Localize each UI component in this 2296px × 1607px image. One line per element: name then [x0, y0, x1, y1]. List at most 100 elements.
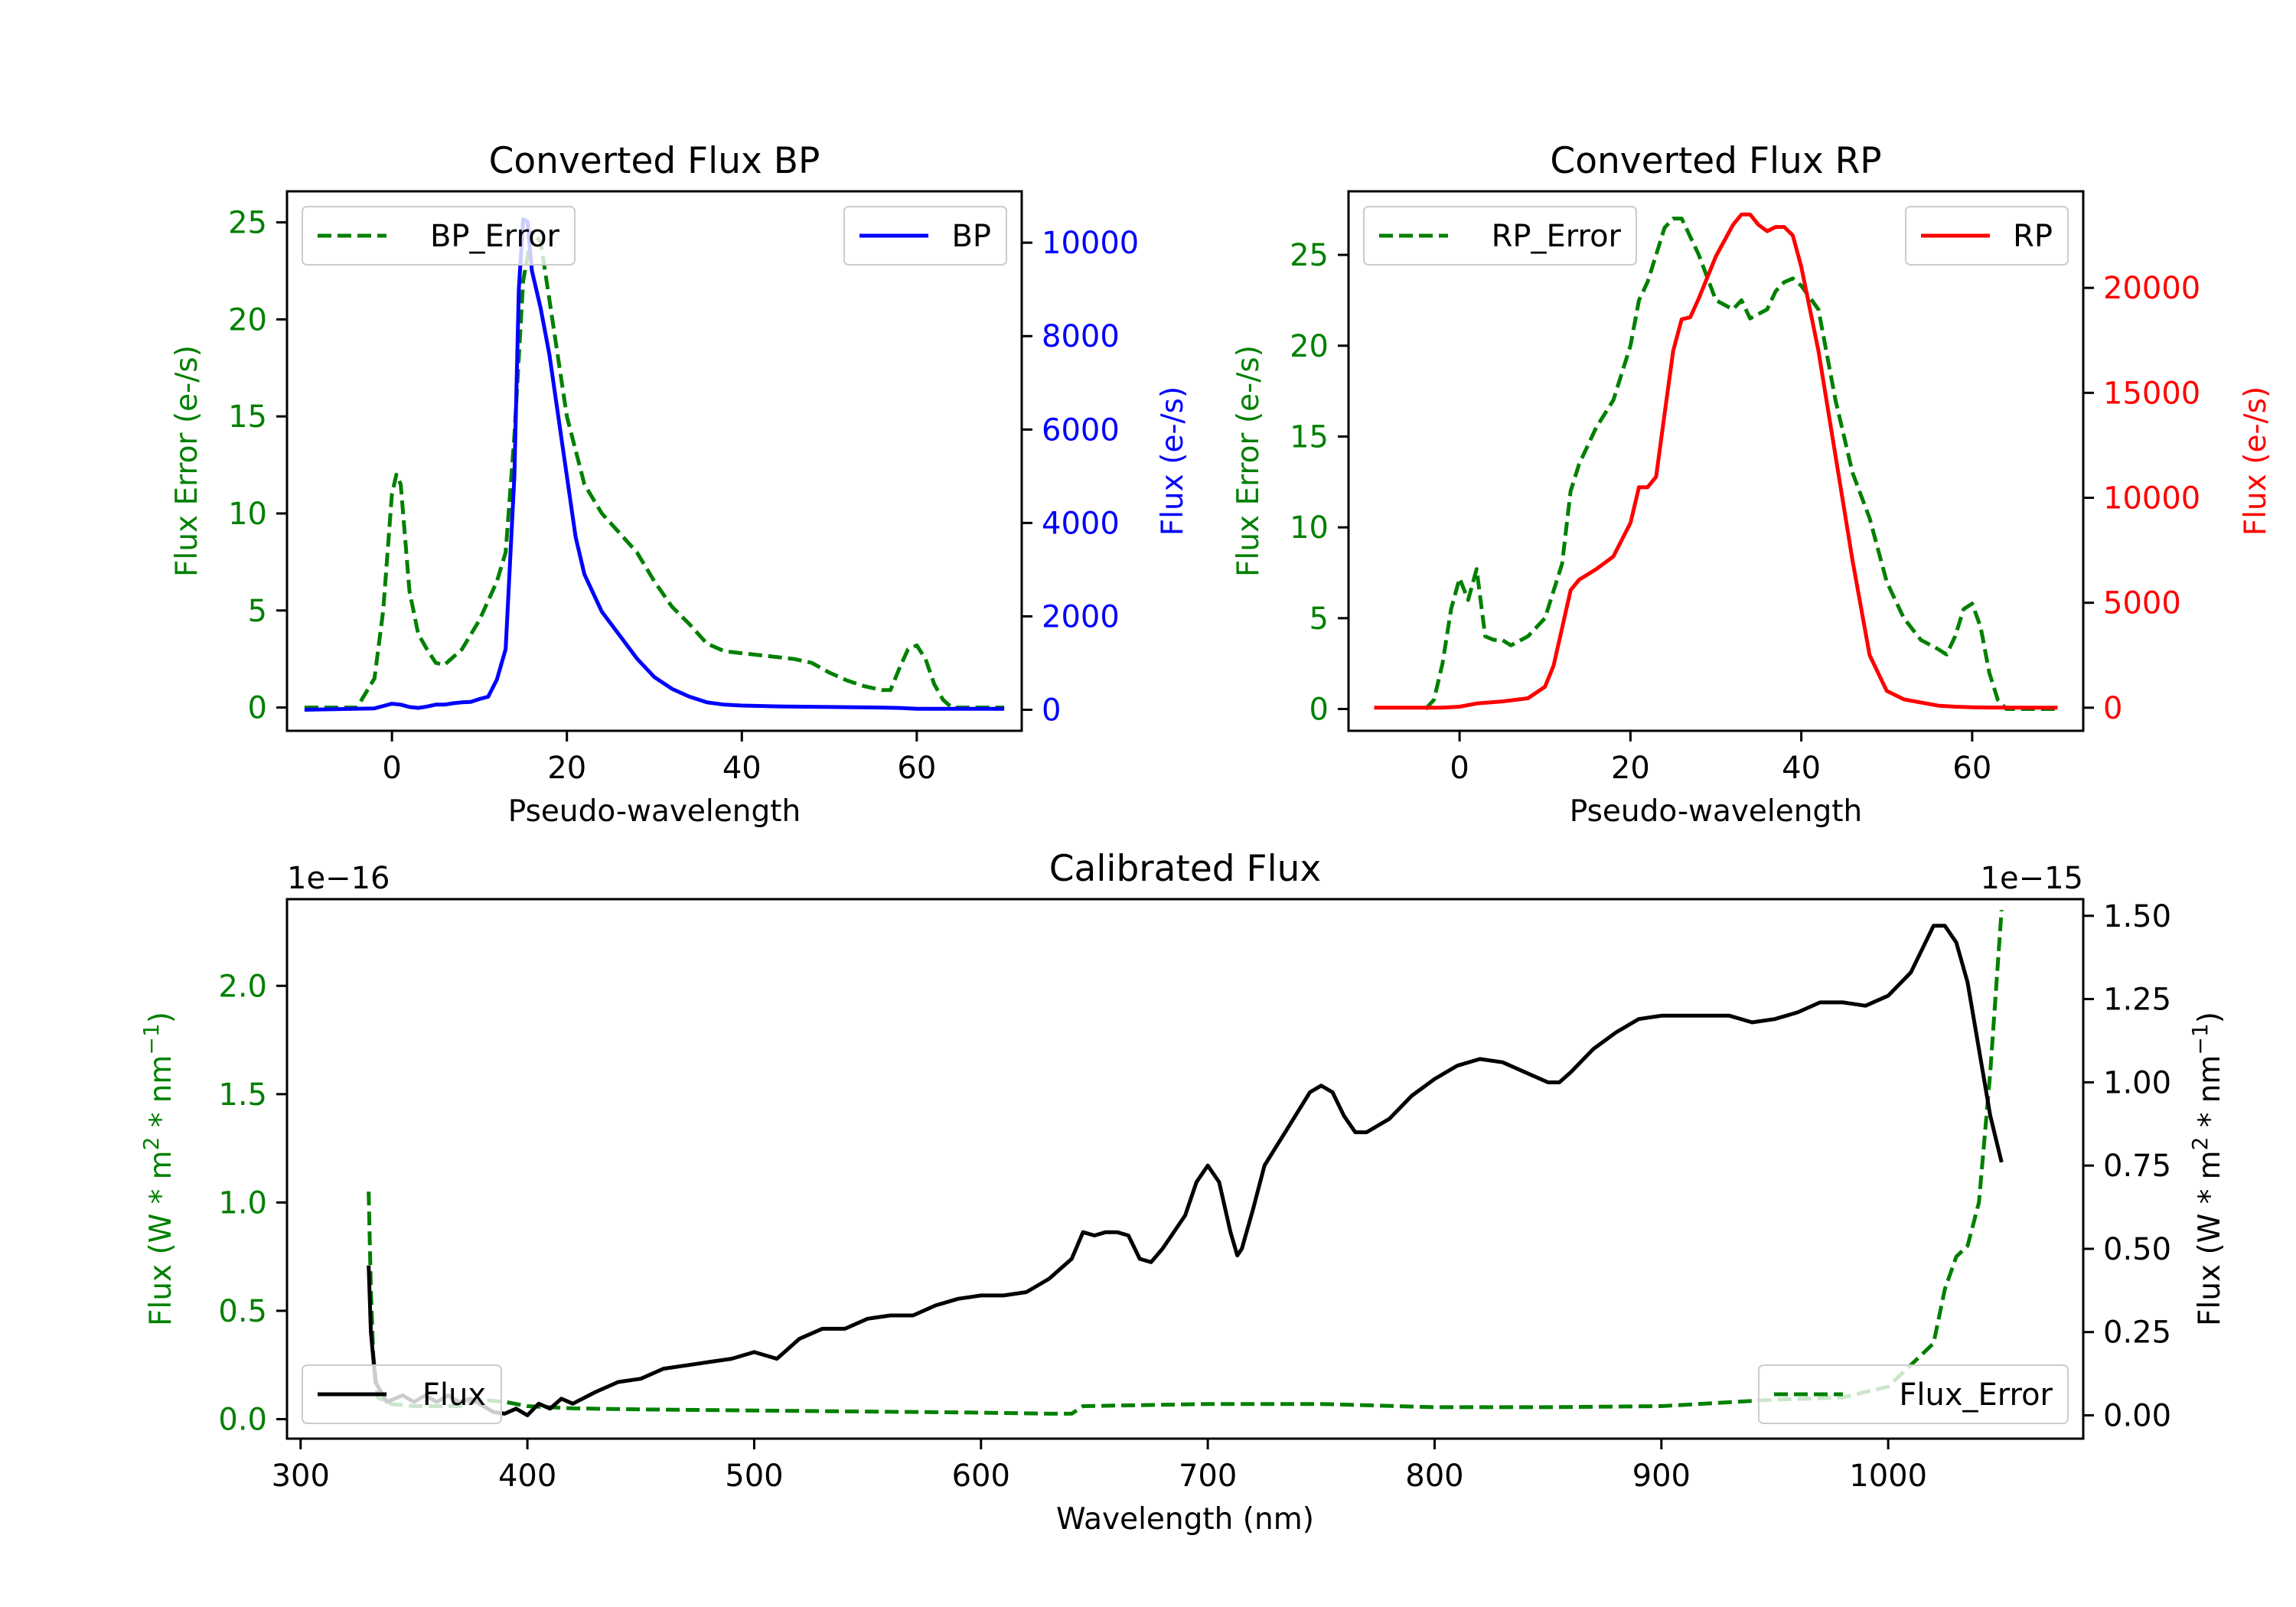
y-left-tick-label: 10 — [1290, 510, 1329, 546]
y-right-axis-label: Flux (e-/s) — [2239, 386, 2273, 536]
y-right-tick-label: 6000 — [1042, 412, 1120, 448]
y-left-axis-label: Flux (W * m2 * nm−1) — [139, 1012, 179, 1326]
y-left-tick-label: 15 — [228, 399, 267, 435]
y-right-tick-label: 10000 — [2103, 481, 2200, 517]
chart-calibrated: 300 400 500 600 700 800 900 1000 0.0 0.5 1.0 1.5 2.0… — [139, 848, 2228, 1537]
legend-label: Flux — [422, 1377, 486, 1413]
y-right-tick-label: 20000 — [2103, 271, 2200, 306]
legend-label: RP_Error — [1492, 219, 1622, 254]
x-axis-label: Pseudo-wavelength — [1570, 794, 1862, 829]
chart-title: Converted Flux BP — [489, 140, 820, 182]
y-left-tick-label: 1.0 — [218, 1185, 267, 1221]
series-line-flux — [367, 924, 2004, 1417]
y-right-offset-label: 1e−15 — [1981, 861, 2083, 896]
series-line-rp — [1374, 212, 2058, 710]
x-tick-label: 600 — [952, 1459, 1010, 1494]
legend-label: Flux_Error — [1899, 1377, 2053, 1413]
y-right-tick-label: 2000 — [1042, 599, 1120, 634]
y-right-tick-label: 1.00 — [2103, 1065, 2171, 1100]
x-tick-label: 400 — [498, 1459, 556, 1494]
legend-bp-error: BP_Error — [302, 206, 576, 266]
y-right-tick-label: 1.25 — [2103, 983, 2171, 1018]
y-left-tick-label: 0.0 — [218, 1403, 267, 1438]
chart-title: Converted Flux RP — [1550, 140, 1881, 182]
y-label-part: ) — [144, 1012, 178, 1023]
x-axis-label: Pseudo-wavelength — [508, 794, 801, 829]
y-left-tick-label: 15 — [1290, 419, 1329, 455]
x-tick-label: 40 — [722, 751, 762, 786]
y-right-tick-label: 15000 — [2103, 376, 2200, 411]
legend-box — [1758, 1364, 2069, 1424]
y-left-tick-label: 20 — [228, 302, 267, 337]
y-left-tick-label: 0 — [248, 691, 267, 726]
legend-rp-error: RP_Error — [1363, 206, 1637, 266]
y-right-tick-label: 0.00 — [2103, 1399, 2171, 1434]
legend-box — [302, 206, 576, 266]
chart-bp: 0 20 40 60 0 5 10 15 20 25 0 2000 4000 6000 8000 10000 C… — [170, 140, 1190, 829]
y-right-tick-label: 0.75 — [2103, 1149, 2171, 1184]
y-right-tick-label: 10000 — [1042, 226, 1139, 261]
y-label-part: * nm — [2193, 1055, 2227, 1137]
y-right-tick-label: 0.25 — [2103, 1315, 2171, 1351]
legend-box — [1363, 206, 1637, 266]
y-left-tick-label: 25 — [228, 206, 267, 241]
y-label-superscript: −1 — [2187, 1023, 2213, 1054]
axes-frame-bp — [285, 190, 1023, 732]
x-tick-label: 20 — [547, 751, 586, 786]
y-right-tick-label: 0 — [1042, 693, 1061, 729]
y-label-superscript: 2 — [139, 1137, 164, 1151]
charts-layer: 0 20 40 6005101520250200040006000800010000C… — [139, 140, 2274, 1537]
x-tick-label: 20 — [1611, 751, 1650, 786]
y-left-tick-label: 20 — [1290, 329, 1329, 364]
y-left-tick-label: 10 — [228, 497, 267, 532]
legend-label: BP_Error — [430, 219, 560, 254]
y-left-tick-label: 25 — [1290, 238, 1329, 273]
y-left-tick-label: 5 — [1309, 601, 1329, 637]
legend-bp: BP — [843, 206, 1007, 266]
y-label-superscript: −1 — [139, 1023, 164, 1054]
y-label-part: * nm — [144, 1055, 178, 1137]
x-tick-label: 1000 — [1849, 1459, 1927, 1494]
legend-label: RP — [2013, 219, 2053, 254]
x-tick-label: 60 — [897, 751, 936, 786]
series-line-bp-error — [304, 230, 1005, 710]
legend-label: BP — [951, 219, 991, 254]
y-right-tick-label: 1.50 — [2103, 899, 2171, 934]
legend-rp: RP — [1905, 206, 2069, 266]
y-left-offset-label: 1e−16 — [287, 861, 390, 896]
y-right-tick-label: 5000 — [2103, 586, 2181, 621]
chart-rp: 0 20 40 60 0 5 10 15 20 25 0 5000 10000 15000 20000 Con… — [1231, 140, 2273, 829]
x-tick-label: 0 — [382, 751, 401, 786]
axes-frame-rp — [1347, 190, 2085, 732]
y-label-part: Flux (W * m — [144, 1150, 178, 1326]
x-tick-label: 800 — [1405, 1459, 1463, 1494]
y-left-tick-label: 1.5 — [218, 1077, 267, 1113]
y-label-superscript: 2 — [2187, 1137, 2213, 1151]
legend-flux: Flux — [302, 1364, 502, 1424]
axes-frame-calibrated — [285, 898, 2085, 1440]
y-left-tick-label: 0 — [1309, 693, 1329, 728]
y-left-axis-label: Flux Error (e-/s) — [1231, 345, 1266, 577]
x-tick-label: 500 — [725, 1459, 783, 1494]
y-right-tick-label: 0.50 — [2103, 1232, 2171, 1267]
y-left-tick-label: 0.5 — [218, 1294, 267, 1329]
y-right-axis-label: Flux (e-/s) — [1156, 386, 1190, 536]
y-left-tick-label: 5 — [248, 594, 267, 629]
x-tick-label: 60 — [1952, 751, 1991, 786]
legend-box — [302, 1364, 502, 1424]
x-tick-label: 700 — [1179, 1459, 1237, 1494]
y-label-part: Flux (W * m — [2193, 1150, 2227, 1326]
x-tick-label: 300 — [272, 1459, 330, 1494]
x-tick-label: 900 — [1632, 1459, 1691, 1494]
y-right-tick-label: 0 — [2103, 691, 2122, 726]
legend-flux-error: Flux_Error — [1758, 1364, 2069, 1424]
y-left-axis-label: Flux Error (e-/s) — [170, 345, 204, 577]
x-tick-label: 0 — [1450, 751, 1469, 786]
y-left-tick-label: 2.0 — [218, 969, 267, 1004]
y-label-part: ) — [2193, 1012, 2227, 1023]
y-right-tick-label: 4000 — [1042, 506, 1120, 541]
y-right-tick-label: 8000 — [1042, 319, 1120, 354]
y-right-axis-label: Flux (W * m2 * nm−1) — [2187, 1012, 2228, 1326]
x-axis-label: Wavelength (nm) — [1056, 1502, 1314, 1537]
